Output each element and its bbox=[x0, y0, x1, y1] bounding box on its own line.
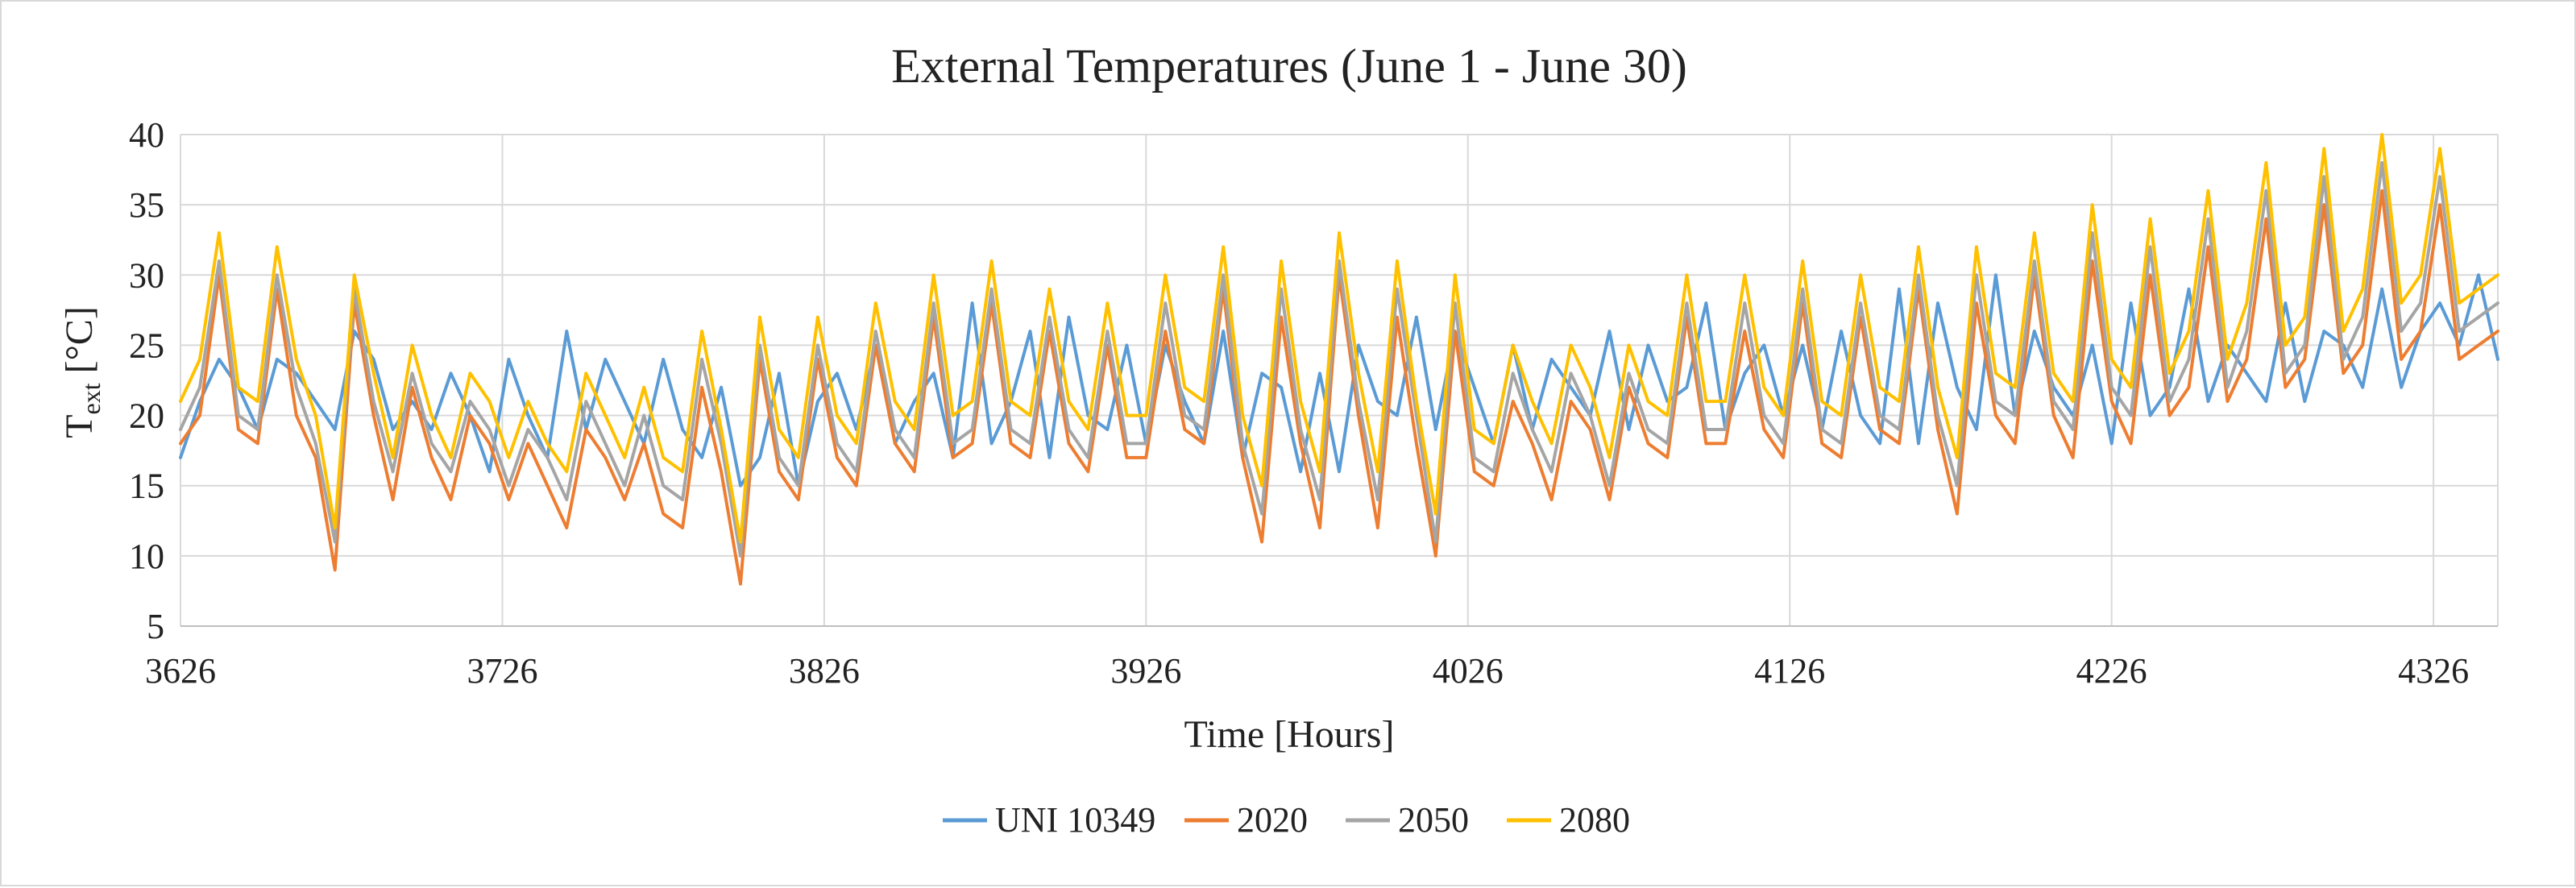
legend: UNI 10349 2020 2050 2080 bbox=[943, 800, 1630, 840]
chart-title: External Temperatures (June 1 - June 30) bbox=[891, 39, 1687, 93]
y-tick-label: 25 bbox=[129, 326, 164, 365]
y-tick-label: 35 bbox=[129, 185, 164, 225]
series-lines bbox=[179, 133, 2499, 586]
x-tick-label: 4026 bbox=[1433, 651, 1504, 691]
x-tick-label: 4326 bbox=[2398, 651, 2469, 691]
series-line-3 bbox=[179, 133, 2499, 544]
x-axis-title: Time [Hours] bbox=[1184, 713, 1395, 756]
y-tick-label: 30 bbox=[129, 255, 164, 295]
grid-lines bbox=[180, 134, 2499, 626]
y-axis-title-unit: [°C] bbox=[58, 306, 101, 383]
legend-label: UNI 10349 bbox=[995, 800, 1155, 840]
x-axis-ticks: 3626 3726 3826 3926 4026 4126 4226 4326 bbox=[145, 651, 2469, 691]
y-tick-label: 10 bbox=[129, 537, 164, 576]
legend-label: 2050 bbox=[1398, 800, 1469, 840]
legend-label: 2020 bbox=[1237, 800, 1308, 840]
y-axis-title: Text [°C] bbox=[58, 306, 106, 438]
y-tick-label: 20 bbox=[129, 396, 164, 436]
x-tick-label: 4226 bbox=[2076, 651, 2147, 691]
x-tick-label: 3626 bbox=[145, 651, 216, 691]
legend-label: 2080 bbox=[1559, 800, 1630, 840]
series-line-0 bbox=[179, 273, 2499, 488]
x-tick-label: 3926 bbox=[1110, 651, 1181, 691]
y-tick-label: 5 bbox=[147, 607, 164, 646]
y-axis-title-main: T bbox=[58, 414, 101, 438]
x-tick-label: 3826 bbox=[789, 651, 860, 691]
y-tick-label: 15 bbox=[129, 467, 164, 506]
series-line-2 bbox=[179, 160, 2499, 558]
y-axis-title-sub: ext bbox=[77, 383, 106, 414]
x-tick-label: 4126 bbox=[1754, 651, 1825, 691]
x-tick-label: 3726 bbox=[467, 651, 537, 691]
y-axis-ticks: 40 35 30 25 20 15 10 5 bbox=[129, 115, 164, 646]
y-tick-label: 40 bbox=[129, 115, 164, 155]
